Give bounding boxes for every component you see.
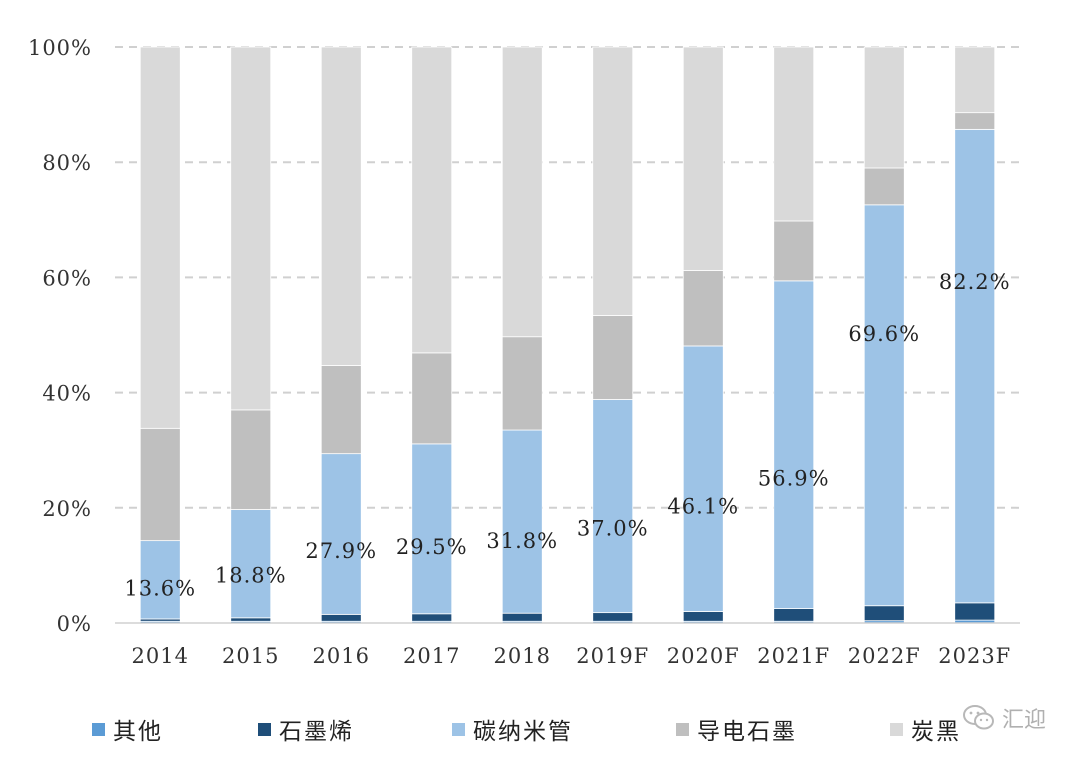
- bar-segment: [682, 345, 724, 612]
- y-axis-ticks: 0% 20% 40% 60% 80% 100%: [28, 36, 92, 636]
- x-tick-label: 2019F: [576, 644, 649, 668]
- bar-segment: [411, 613, 453, 622]
- bar-segment: [863, 605, 905, 622]
- bar-segment: [501, 46, 543, 338]
- bar-segment: [501, 429, 543, 614]
- data-label: 82.2%: [939, 270, 1011, 294]
- watermark-text: 汇迎: [1002, 708, 1047, 733]
- gridlines: [115, 46, 1020, 509]
- legend-label: 其他: [113, 719, 163, 745]
- x-tick-label: 2016: [313, 644, 370, 668]
- legend-item: 炭黑: [890, 712, 961, 746]
- data-label: 31.8%: [486, 529, 558, 553]
- legend-label: 炭黑: [911, 719, 961, 745]
- bar-segment: [592, 399, 634, 614]
- bar-segment: [501, 336, 543, 431]
- bar-segment: [592, 612, 634, 622]
- stacked-bar-chart: 0% 20% 40% 60% 80% 100% 13.6% 18.8% 27.9% 29.5% 3…: [28, 36, 1020, 668]
- x-tick-label: 2014: [132, 644, 189, 668]
- x-tick-label: 2021F: [757, 644, 830, 668]
- bar-segment: [230, 617, 272, 622]
- legend-item: 其他: [92, 712, 163, 746]
- bar-segment: [773, 280, 815, 609]
- x-tick-label: 2020F: [667, 644, 740, 668]
- x-axis-ticks: 2014 2015 2016 2017 2018 2019F 2020F 2021F 2022F…: [132, 644, 1011, 668]
- bar-segment: [954, 112, 996, 130]
- legend-label: 石墨烯: [279, 719, 354, 745]
- bar-segment: [411, 443, 453, 615]
- bar-segment: [863, 167, 905, 206]
- bar-segment: [682, 611, 724, 622]
- bar-segment: [411, 352, 453, 445]
- y-tick-label: 100%: [28, 36, 92, 60]
- bar-segment: [954, 46, 996, 114]
- legend-item: 石墨烯: [258, 712, 354, 746]
- y-tick-label: 80%: [42, 151, 92, 175]
- bar-segment: [320, 365, 362, 455]
- data-label: 37.0%: [577, 516, 649, 540]
- bar-segment: [592, 315, 634, 400]
- bar-segment: [139, 427, 181, 542]
- bars: [139, 46, 996, 624]
- legend-item: 导电石墨: [676, 712, 797, 746]
- bar-segment: [501, 612, 543, 622]
- data-label: 18.8%: [215, 564, 287, 588]
- bar-segment: [139, 46, 181, 429]
- legend-swatch: [92, 722, 105, 736]
- x-tick-label: 2015: [222, 644, 279, 668]
- data-label: 69.6%: [848, 322, 920, 346]
- data-label: 56.9%: [758, 467, 830, 491]
- bar-segment: [592, 46, 634, 316]
- legend-swatch: [890, 722, 903, 736]
- x-tick-label: 2018: [494, 644, 551, 668]
- bar-segment: [320, 613, 362, 622]
- bar-segment: [954, 128, 996, 604]
- legend-swatch: [258, 722, 271, 736]
- data-label: 29.5%: [396, 535, 468, 559]
- wechat-icon: [963, 705, 994, 730]
- legend-item: 碳纳米管: [452, 712, 573, 746]
- bar-segment: [954, 602, 996, 621]
- bar-segment: [682, 46, 724, 271]
- watermark: 汇迎: [962, 702, 1046, 734]
- data-label: 46.1%: [667, 494, 739, 518]
- y-tick-label: 0%: [57, 612, 92, 636]
- legend-swatch: [452, 722, 465, 736]
- bar-segment: [139, 540, 181, 620]
- x-tick-label: 2022F: [848, 644, 921, 668]
- legend: 其他 石墨烯 碳纳米管 导电石墨 炭黑: [0, 712, 1080, 752]
- y-tick-label: 60%: [42, 266, 92, 290]
- bar-segment: [230, 46, 272, 411]
- bar-segment: [230, 509, 272, 619]
- bar-segment: [411, 46, 453, 354]
- y-tick-label: 20%: [42, 497, 92, 521]
- legend-swatch: [676, 722, 689, 736]
- data-labels: 13.6% 18.8% 27.9% 29.5% 31.8% 37.0% 46.1% 56.9%…: [124, 270, 1011, 601]
- data-label: 27.9%: [305, 539, 377, 563]
- bar-segment: [863, 204, 905, 607]
- bar-segment: [230, 409, 272, 510]
- bar-segment: [773, 220, 815, 282]
- bar-segment: [320, 46, 362, 366]
- x-tick-label: 2023F: [938, 644, 1011, 668]
- bar-segment: [320, 453, 362, 615]
- y-tick-label: 40%: [42, 382, 92, 406]
- bar-segment: [682, 270, 724, 347]
- bar-segment: [773, 46, 815, 222]
- legend-label: 导电石墨: [697, 719, 797, 745]
- bar-segment: [773, 608, 815, 622]
- x-tick-label: 2017: [403, 644, 460, 668]
- legend-label: 碳纳米管: [473, 719, 573, 745]
- bar-segment: [863, 46, 905, 169]
- data-label: 13.6%: [124, 577, 196, 601]
